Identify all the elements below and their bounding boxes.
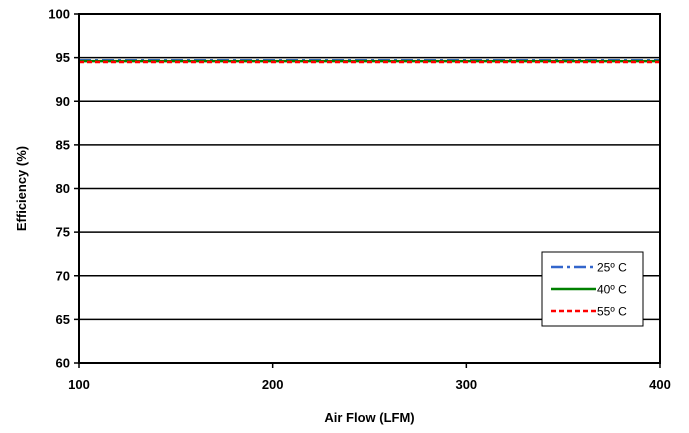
x-tick-label: 300 [455, 377, 477, 392]
legend: 25º C 40º C 55º C [541, 251, 644, 327]
x-tick-label: 100 [68, 377, 90, 392]
y-tick-label: 65 [56, 312, 70, 327]
y-tick-label: 75 [56, 225, 70, 240]
y-tick-label: 95 [56, 50, 70, 65]
y-tick-label: 85 [56, 137, 70, 152]
y-tick-label: 100 [48, 7, 70, 22]
x-tick-label: 200 [262, 377, 284, 392]
legend-label: 25º C [597, 261, 627, 275]
y-tick-label: 60 [56, 356, 70, 371]
tick-layer: 60 65 70 75 80 85 90 95 100 100 200 300 400 [48, 7, 671, 393]
legend-label: 55º C [597, 305, 627, 319]
y-tick-label: 70 [56, 268, 70, 283]
x-tick-label: 400 [649, 377, 671, 392]
series-layer [79, 58, 660, 64]
x-axis-title: Air Flow (LFM) [324, 410, 414, 425]
y-tick-label: 80 [56, 181, 70, 196]
y-axis-title: Efficiency (%) [14, 146, 29, 231]
y-tick-label: 90 [56, 94, 70, 109]
legend-label: 40º C [597, 283, 627, 297]
grid-layer [79, 56, 660, 321]
